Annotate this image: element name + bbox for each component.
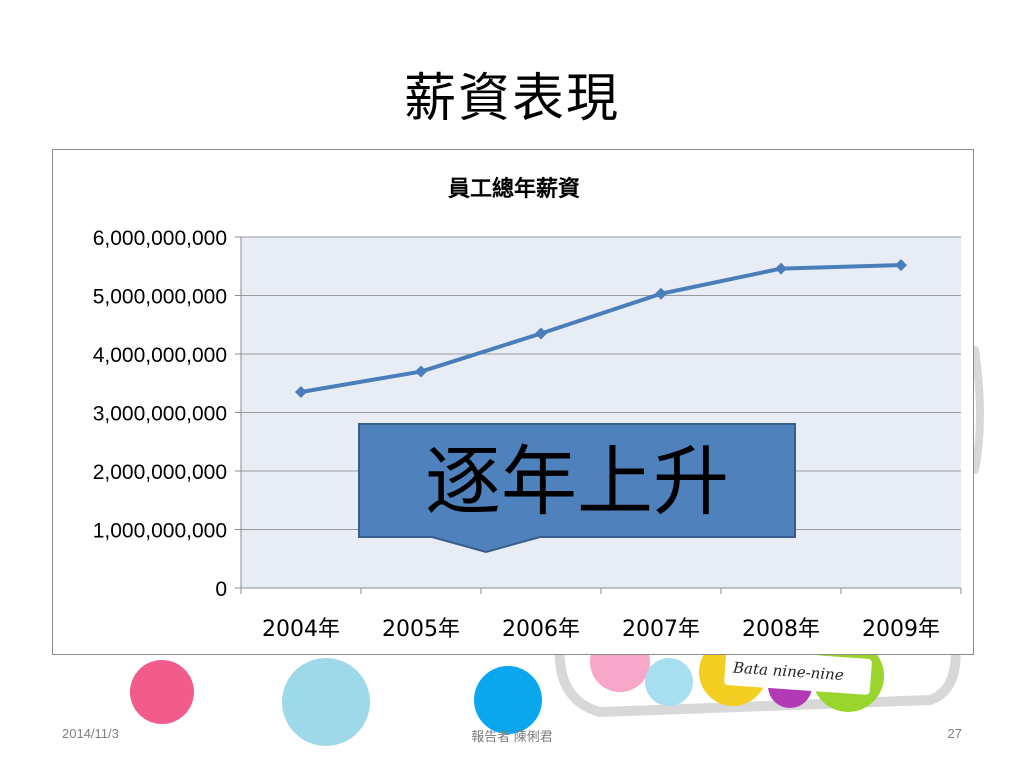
- x-tick-label: 2007年: [622, 617, 700, 642]
- page-number: 27: [947, 726, 962, 741]
- y-tick-label: 6,000,000,000: [93, 227, 227, 250]
- series-layer: [295, 259, 907, 399]
- jar-dot-blue: [645, 658, 693, 706]
- jar-label: Bata nine-nine: [724, 649, 872, 695]
- x-tick-label: 2006年: [502, 617, 580, 642]
- x-tick-label: 2005年: [382, 617, 460, 642]
- series-line: [300, 263, 902, 394]
- jar-illustration: [554, 346, 984, 718]
- decor-dot-lightblue: [282, 658, 370, 746]
- data-point: [295, 386, 307, 399]
- y-tick-label: 0: [215, 578, 227, 601]
- x-tick-label: 2004年: [262, 617, 340, 642]
- x-tick-label: 2009年: [862, 617, 940, 642]
- y-tick-label: 1,000,000,000: [93, 520, 227, 543]
- callout-text: 逐年上升: [425, 437, 729, 526]
- data-point: [415, 365, 427, 378]
- slide-title: 薪資表現: [403, 69, 620, 129]
- x-tick-label: 2008年: [742, 617, 820, 642]
- footer-presenter: 報告者 陳俐君: [471, 729, 553, 744]
- y-tick-label: 4,000,000,000: [93, 344, 227, 367]
- footer-date: 2014/11/3: [62, 726, 119, 741]
- y-tick-label: 2,000,000,000: [93, 461, 227, 484]
- y-axis-labels: 0 1,000,000,000 2,000,000,000 3,000,000,000…: [93, 227, 227, 601]
- callout-box: [358, 423, 796, 554]
- y-tick-label: 5,000,000,000: [93, 286, 227, 309]
- chart-title: 員工總年薪資: [447, 176, 580, 202]
- data-point: [775, 262, 787, 275]
- x-axis-labels: 2004年 2005年 2006年 2007年 2008年 2009年: [262, 617, 940, 642]
- decor-dot-pink: [130, 660, 194, 724]
- data-point: [535, 327, 547, 340]
- decor-dot-blue: [474, 666, 542, 734]
- y-tick-label: 3,000,000,000: [93, 403, 227, 426]
- data-point: [895, 259, 907, 272]
- data-point: [655, 287, 667, 300]
